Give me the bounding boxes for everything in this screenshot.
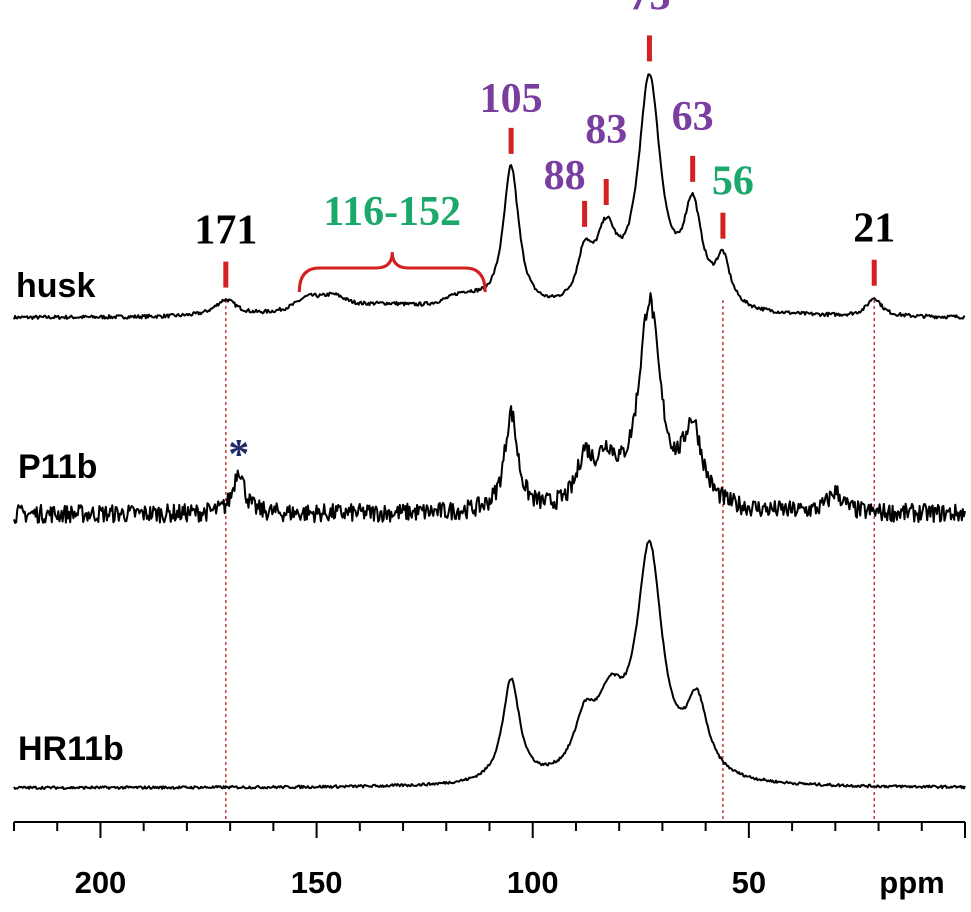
x-axis: 200 150 100 50 ppm [13,821,966,900]
spectrum-trace-HR11b [13,539,966,790]
peak-label: 63 [672,94,714,140]
x-axis-tick-labels: 200 150 100 50 [75,865,767,900]
peak-label: 21 [853,206,895,252]
peak-label: 56 [712,159,754,205]
peak-label: 73 [628,0,670,19]
peak-label: 116-152 [323,189,461,235]
sample-label-p11b: P11b [18,448,97,486]
peak-label: 171 [194,208,257,254]
peak-markers [223,35,877,288]
peak-label: 83 [585,107,627,153]
x-axis-label: ppm [879,865,944,900]
range-brace-path [297,251,487,293]
x-tick-label: 50 [732,865,766,900]
asterisk-label: * [228,432,249,478]
spectrum-trace-P11b [13,292,966,524]
sample-label-husk: husk [16,267,95,305]
spectrum-trace-husk [13,73,966,320]
x-tick-label: 150 [291,865,343,900]
sample-labels: husk P11b HR11b [16,267,124,768]
peak-label: 88 [544,153,586,199]
reference-lines [225,300,875,822]
x-tick-label: 200 [75,865,127,900]
x-tick-label: 100 [507,865,559,900]
range-brace [297,251,487,293]
peak-label: 105 [480,76,543,122]
x-axis-ticks [13,822,966,838]
spectrum-traces [13,73,966,790]
sample-label-hr11b: HR11b [18,730,124,768]
